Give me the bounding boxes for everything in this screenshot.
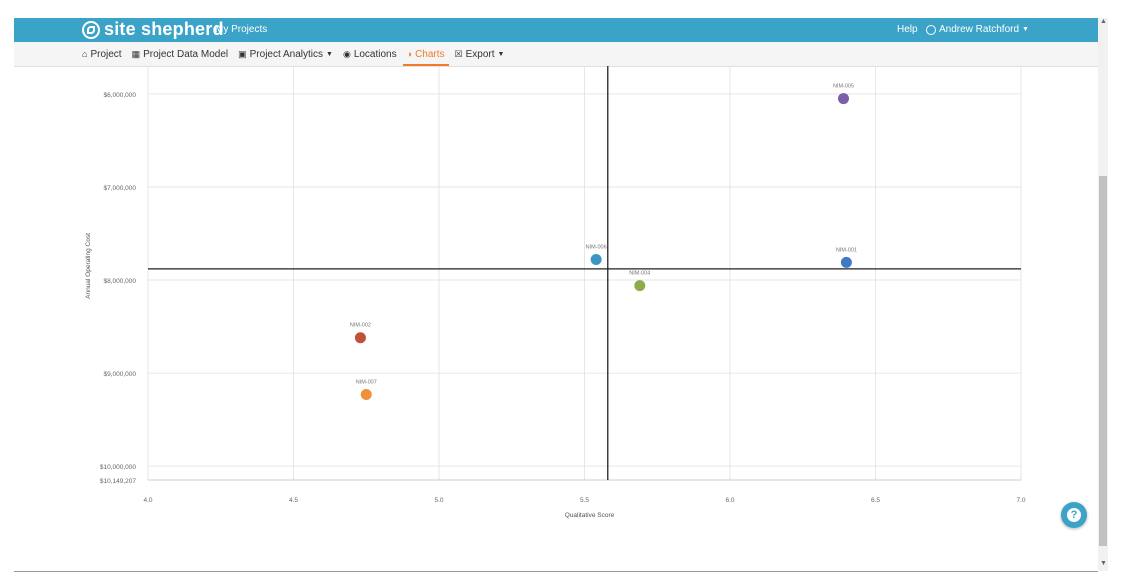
y-tick-label: $8,000,000 <box>103 278 136 285</box>
x-tick-label: 4.0 <box>143 497 152 504</box>
x-tick-label: 7.0 <box>1016 497 1025 504</box>
data-point <box>360 388 372 400</box>
my-projects-link[interactable]: My Projects <box>215 24 268 35</box>
subnav-item-label: Project <box>90 48 122 60</box>
help-button[interactable]: ? <box>1061 502 1087 528</box>
data-point-label: NIM-006 <box>586 245 607 251</box>
scatter-chart: 4.0 4.5 5.0 5.5 6.0 6.5 7.0 $6,000,000 $7,000,00… <box>85 66 1026 519</box>
x-tick-label: 6.0 <box>725 497 734 504</box>
subnav-item-label: Locations <box>353 48 397 60</box>
chart-area: 4.0 4.5 5.0 5.5 6.0 6.5 7.0 $6,000,000 $7,000,00… <box>0 66 1098 536</box>
x-axis-title: Qualitative Score <box>565 512 615 519</box>
subnav-item-label: Project Data Model <box>143 48 229 60</box>
divider <box>14 571 1098 572</box>
caret-down-icon: ▼ <box>497 50 505 58</box>
subnav-items: ⌂ Project ▦ Project Data Model ▣ Project Anal… <box>82 42 504 66</box>
user-icon <box>926 24 936 35</box>
x-tick-label: 6.5 <box>871 497 880 504</box>
y-tick-label: $7,000,000 <box>103 185 136 192</box>
x-tick-label: 5.0 <box>434 497 443 504</box>
brand-name: site shepherd <box>104 19 224 39</box>
help-link[interactable]: Help <box>897 24 918 35</box>
page-scrollbar[interactable]: ▲ ▼ <box>1098 18 1108 571</box>
user-name: Andrew Ratchford <box>939 24 1020 35</box>
brand[interactable]: site shepherd <box>82 19 224 40</box>
scroll-down-icon[interactable]: ▼ <box>1100 560 1107 567</box>
subnav-item-project[interactable]: ⌂ Project <box>82 42 122 66</box>
project-subnav: ⌂ Project ▦ Project Data Model ▣ Project Anal… <box>14 42 1098 67</box>
subnav-item-label: Export <box>465 48 495 60</box>
top-navbar: site shepherd My Projects Help Andrew Ra… <box>14 18 1098 42</box>
subnav-item-project-analytics[interactable]: ▣ Project Analytics ▼ <box>238 42 333 66</box>
location-pin-icon: ◉ <box>342 48 351 59</box>
export-icon: ☒ <box>454 48 463 59</box>
caret-down-icon: ▼ <box>326 50 333 58</box>
caret-down-icon: ▼ <box>1022 26 1029 33</box>
scroll-up-icon[interactable]: ▲ <box>1100 18 1107 25</box>
subnav-item-export[interactable]: ☒ Export ▼ <box>455 42 505 66</box>
scroll-thumb[interactable] <box>1099 176 1107 546</box>
data-point <box>837 93 849 105</box>
subnav-item-label: Charts <box>415 48 445 60</box>
site-shepherd-logo-icon <box>82 20 100 39</box>
subnav-item-project-data-model[interactable]: ▦ Project Data Model <box>132 42 229 66</box>
y-axis-title: Annual Operating Cost <box>85 233 92 299</box>
data-point <box>840 256 852 268</box>
question-mark-icon: ? <box>1067 508 1081 522</box>
data-point <box>590 254 602 266</box>
data-point-label: NIM-002 <box>350 323 371 329</box>
y-tick-label: $10,149,207 <box>100 478 137 485</box>
data-point-label: NIM-005 <box>833 84 854 90</box>
data-point-label: NIM-007 <box>356 379 377 385</box>
user-menu[interactable]: Andrew Ratchford ▼ <box>926 24 1029 35</box>
y-tick-label: $9,000,000 <box>103 371 136 378</box>
x-tick-label: 4.5 <box>289 497 298 504</box>
y-tick-label: $10,000,000 <box>100 464 137 471</box>
data-point <box>634 280 646 292</box>
analytics-icon: ▣ <box>238 48 247 59</box>
data-point-label: NIM-004 <box>629 271 650 277</box>
x-tick-label: 5.5 <box>580 497 589 504</box>
data-point <box>354 332 366 344</box>
subnav-item-label: Project Analytics <box>249 48 324 60</box>
building-icon: ⌂ <box>82 49 88 59</box>
chart-icon: ◑ <box>406 49 413 59</box>
subnav-item-charts[interactable]: ◑ Charts <box>402 42 449 66</box>
y-tick-label: $6,000,000 <box>103 92 136 99</box>
data-model-icon: ▦ <box>131 48 141 59</box>
subnav-item-locations[interactable]: ◉ Locations <box>343 42 397 66</box>
data-point-label: NIM-001 <box>836 247 857 253</box>
